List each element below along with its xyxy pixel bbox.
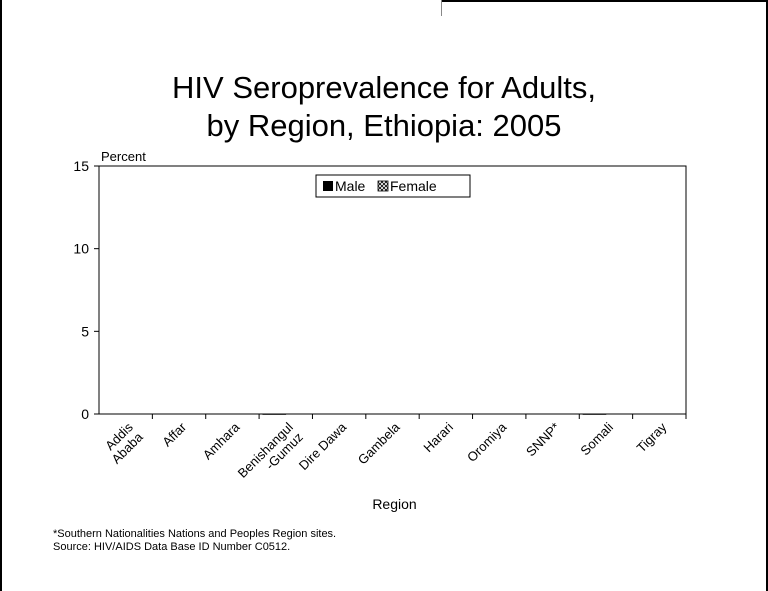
axes — [94, 165, 687, 419]
y-axis-label: Percent — [101, 149, 146, 164]
x-tick-label: Somali — [577, 419, 616, 458]
legend-swatch-female — [377, 180, 389, 192]
x-tick-label: Gambela — [355, 419, 403, 467]
bar-chart: 0 5 10 15 Percent AddisAbaba Affar AmharaBenish… — [73, 149, 687, 512]
frame-top-border — [441, 0, 768, 2]
legend: Male Female — [315, 174, 471, 198]
x-tick-label: Affar — [159, 419, 189, 449]
legend-swatch-male — [323, 181, 333, 191]
frame-left-border — [0, 0, 2, 591]
x-axis-label: Region — [372, 496, 416, 512]
x-tick-label: AddisAbaba — [99, 419, 147, 467]
x-tick-label: Harari — [420, 419, 456, 455]
legend-label-female: Female — [390, 178, 437, 194]
chart-title-line-1: HIV Seroprevalence for Adults, — [172, 70, 596, 105]
x-tick-label: Oromiya — [464, 419, 510, 465]
x-tick-label: SNNP* — [523, 420, 563, 460]
footnote: *Southern Nationalities Nations and Peop… — [53, 528, 337, 540]
x-tick-label: Dire Dawa — [296, 419, 350, 473]
frame-tick-mark — [441, 0, 442, 16]
legend-label-male: Male — [335, 178, 366, 194]
y-tick-label: 5 — [81, 323, 89, 339]
frame-right-border — [766, 0, 768, 591]
y-tick-label: 15 — [73, 158, 89, 174]
x-tick-label: Amhara — [200, 419, 243, 462]
y-tick-label: 10 — [73, 241, 89, 257]
legend-box — [315, 174, 471, 198]
x-tick-label: Tigray — [634, 419, 670, 455]
plot-frame — [98, 165, 687, 415]
x-tick-label: Benishangul-Gumuz — [235, 419, 306, 490]
source-note: Source: HIV/AIDS Data Base ID Number C05… — [53, 541, 291, 553]
chart-title-line-2: by Region, Ethiopia: 2005 — [206, 108, 562, 143]
y-tick-label: 0 — [81, 406, 89, 422]
